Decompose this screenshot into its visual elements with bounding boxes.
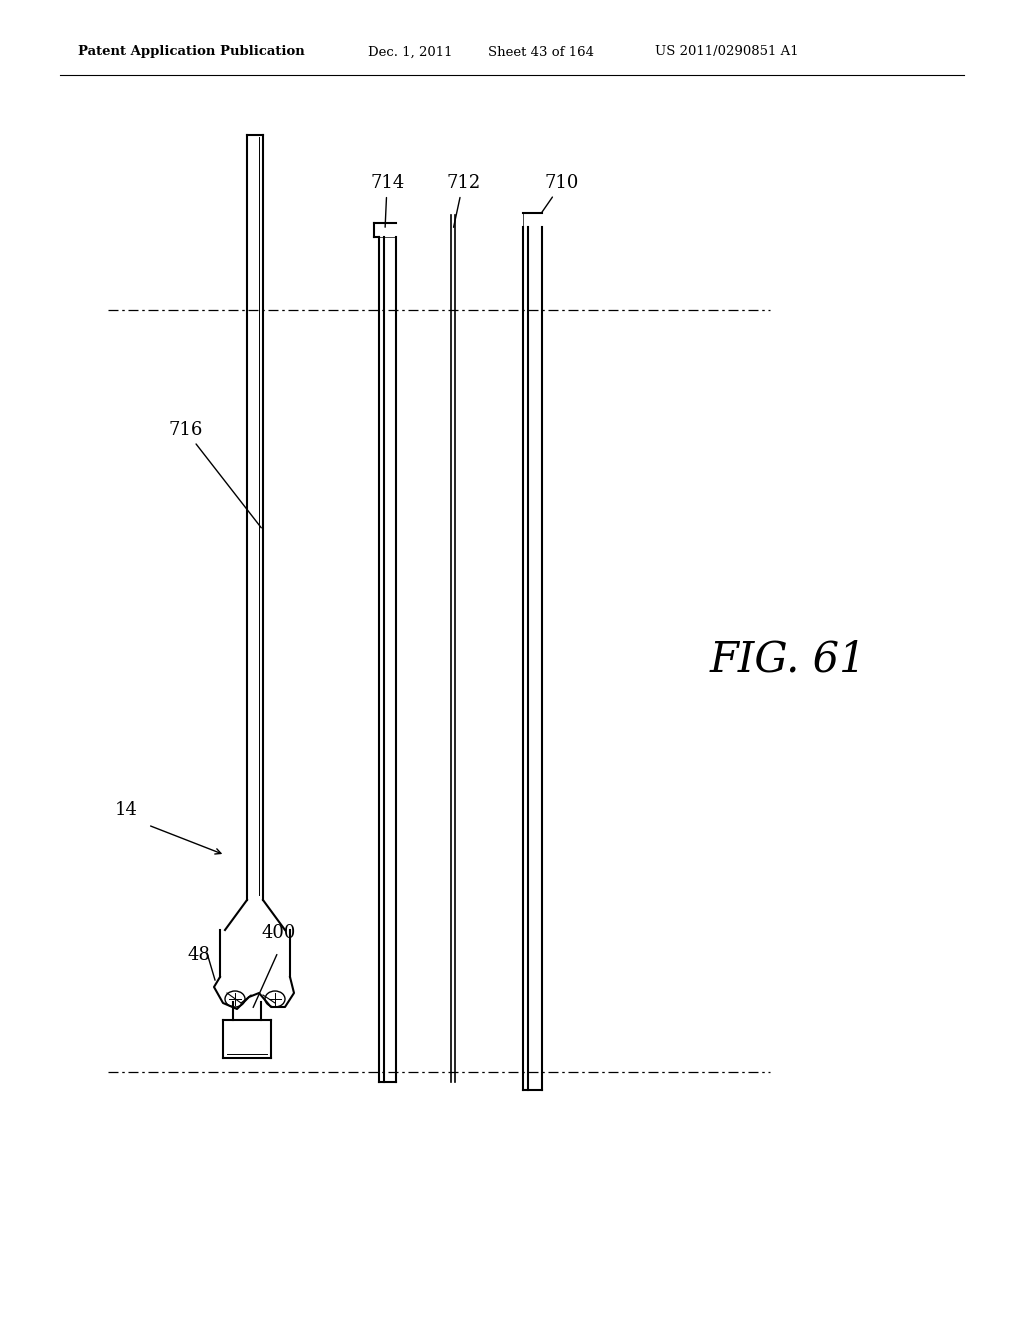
Text: Patent Application Publication: Patent Application Publication xyxy=(78,45,305,58)
Text: Sheet 43 of 164: Sheet 43 of 164 xyxy=(488,45,594,58)
Text: 48: 48 xyxy=(188,946,211,964)
Text: 400: 400 xyxy=(262,924,296,942)
Text: 710: 710 xyxy=(542,174,580,213)
Text: 714: 714 xyxy=(370,174,404,227)
Text: FIG. 61: FIG. 61 xyxy=(710,639,866,681)
Text: Dec. 1, 2011: Dec. 1, 2011 xyxy=(368,45,453,58)
Text: 14: 14 xyxy=(115,801,138,818)
Text: US 2011/0290851 A1: US 2011/0290851 A1 xyxy=(655,45,799,58)
Text: 712: 712 xyxy=(446,174,480,227)
Text: 716: 716 xyxy=(168,421,261,528)
